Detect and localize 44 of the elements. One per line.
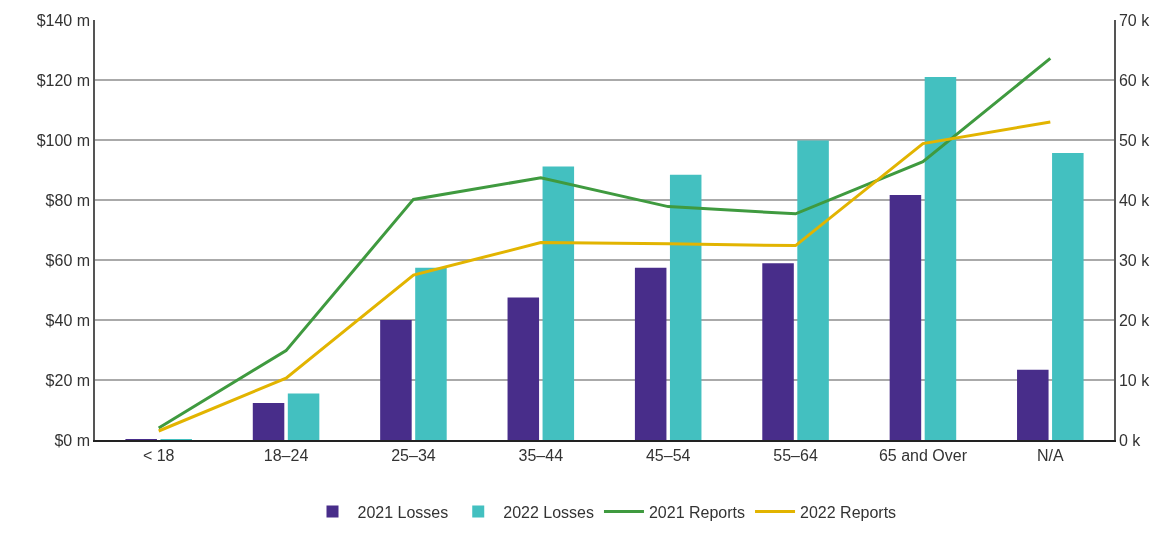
bar xyxy=(415,267,447,440)
bar xyxy=(287,393,320,440)
bar xyxy=(380,320,412,440)
y-tick-label: $140 m xyxy=(36,11,91,29)
y-tick-label: $40 m xyxy=(45,311,91,329)
legend-label: 2021 Losses xyxy=(357,503,449,521)
bar xyxy=(1052,152,1084,440)
bar xyxy=(669,174,702,440)
bar xyxy=(797,140,829,440)
bar xyxy=(889,194,922,440)
legend-label: 2022 Reports xyxy=(800,503,897,521)
line-series xyxy=(157,120,1052,433)
x-tick-label: 45–54 xyxy=(645,447,691,465)
x-tick-label: 25–34 xyxy=(391,447,436,465)
y-tick-label: $100 m xyxy=(36,131,91,149)
x-tick-label: 65 and Over xyxy=(878,447,968,465)
y2-tick-label: 0 k xyxy=(1118,431,1142,449)
y2-tick-label: 50 k xyxy=(1118,131,1151,149)
y2-tick-label: 40 k xyxy=(1118,191,1151,209)
x-tick-label: 55–64 xyxy=(773,447,818,465)
legend-label: 2022 Losses xyxy=(503,503,594,521)
y2-tick-label: 70 k xyxy=(1118,11,1151,29)
bar xyxy=(252,403,285,440)
y2-tick-label: 10 k xyxy=(1118,371,1151,389)
bar xyxy=(924,77,957,440)
legend-label: 2021 Reports xyxy=(648,503,746,521)
bar xyxy=(542,166,575,440)
y-tick-label: $120 m xyxy=(36,71,91,89)
y-tick-label: $80 m xyxy=(45,191,91,209)
x-tick-label: < 18 xyxy=(142,447,175,465)
y-tick-label: $20 m xyxy=(45,371,91,389)
x-tick-label: N/A xyxy=(1036,447,1064,465)
y2-tick-label: 30 k xyxy=(1118,251,1151,269)
y-tick-label: $0 m xyxy=(54,431,91,449)
bar xyxy=(634,267,667,440)
line-series xyxy=(157,56,1052,430)
x-tick-label: 18–24 xyxy=(263,447,309,465)
y2-tick-label: 60 k xyxy=(1118,71,1151,89)
bar xyxy=(507,297,540,440)
bar xyxy=(1017,369,1049,440)
bar xyxy=(762,263,794,440)
x-tick-label: 35–44 xyxy=(518,447,564,465)
y2-tick-label: 20 k xyxy=(1118,311,1151,329)
y-tick-label: $60 m xyxy=(45,251,91,269)
